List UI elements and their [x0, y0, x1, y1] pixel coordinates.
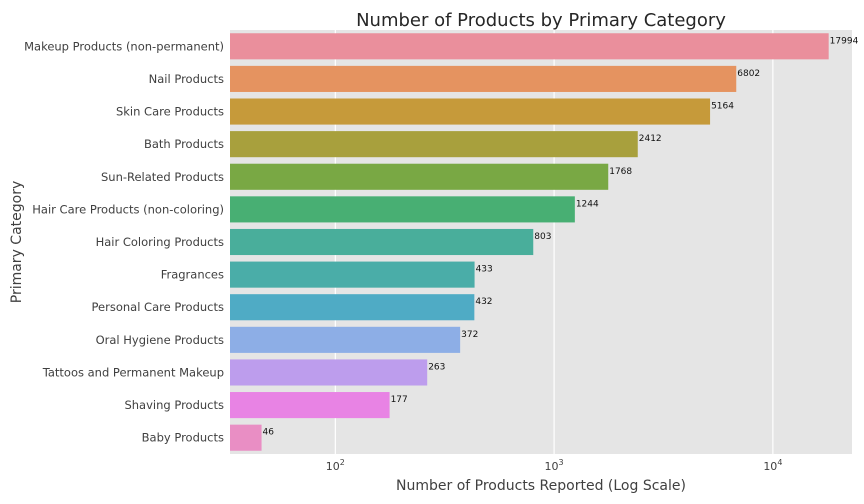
- category-label: Baby Products: [142, 431, 224, 445]
- value-label: 1244: [576, 199, 599, 209]
- bar: [230, 261, 475, 288]
- x-tick-label: 102: [326, 458, 345, 473]
- value-label: 1768: [609, 167, 632, 177]
- category-label: Shaving Products: [124, 398, 224, 412]
- category-labels: Makeup Products (non-permanent) Nail Prod…: [24, 39, 224, 444]
- bar: [230, 392, 390, 419]
- bar: [230, 359, 428, 386]
- value-label: 6802: [737, 69, 760, 79]
- bar: [230, 294, 475, 321]
- value-label: 177: [391, 395, 408, 405]
- value-label: 372: [461, 330, 478, 340]
- category-label: Sun-Related Products: [101, 170, 224, 184]
- bar: [230, 98, 711, 125]
- category-label: Oral Hygiene Products: [96, 333, 224, 347]
- value-labels: 17994 6802 5164 2412 1768 1244 803 433 432 372 263…: [263, 36, 859, 437]
- bar: [230, 65, 737, 92]
- value-label: 5164: [711, 102, 734, 112]
- bar: [230, 228, 534, 256]
- category-label: Skin Care Products: [116, 105, 224, 119]
- category-label: Fragrances: [161, 268, 224, 282]
- x-axis-label: Number of Products Reported (Log Scale): [396, 478, 686, 494]
- category-label: Makeup Products (non-permanent): [24, 39, 224, 53]
- bar: [230, 33, 829, 60]
- category-label: Hair Coloring Products: [96, 235, 224, 249]
- value-label: 432: [475, 297, 492, 307]
- value-label: 803: [534, 232, 551, 242]
- bar: [230, 326, 461, 353]
- value-label: 433: [476, 265, 493, 275]
- value-label: 2412: [639, 134, 662, 144]
- value-label: 263: [428, 362, 445, 372]
- bar: [230, 131, 638, 158]
- x-tick-labels: 102 103 104: [326, 458, 783, 473]
- value-label: 17994: [830, 36, 859, 46]
- category-label: Personal Care Products: [92, 300, 224, 314]
- bar: [230, 424, 262, 451]
- y-axis-label: Primary Category: [9, 181, 25, 304]
- bars: [230, 33, 829, 451]
- category-label: Bath Products: [144, 137, 224, 151]
- value-label: 46: [263, 428, 275, 438]
- bar: [230, 163, 609, 190]
- chart-title: Number of Products by Primary Category: [356, 10, 726, 31]
- x-tick-label: 104: [763, 458, 782, 473]
- category-label: Tattoos and Permanent Makeup: [42, 365, 224, 379]
- bar: [230, 196, 575, 223]
- category-label: Hair Care Products (non-coloring): [32, 202, 224, 216]
- category-label: Nail Products: [149, 72, 224, 86]
- x-tick-label: 103: [545, 458, 564, 473]
